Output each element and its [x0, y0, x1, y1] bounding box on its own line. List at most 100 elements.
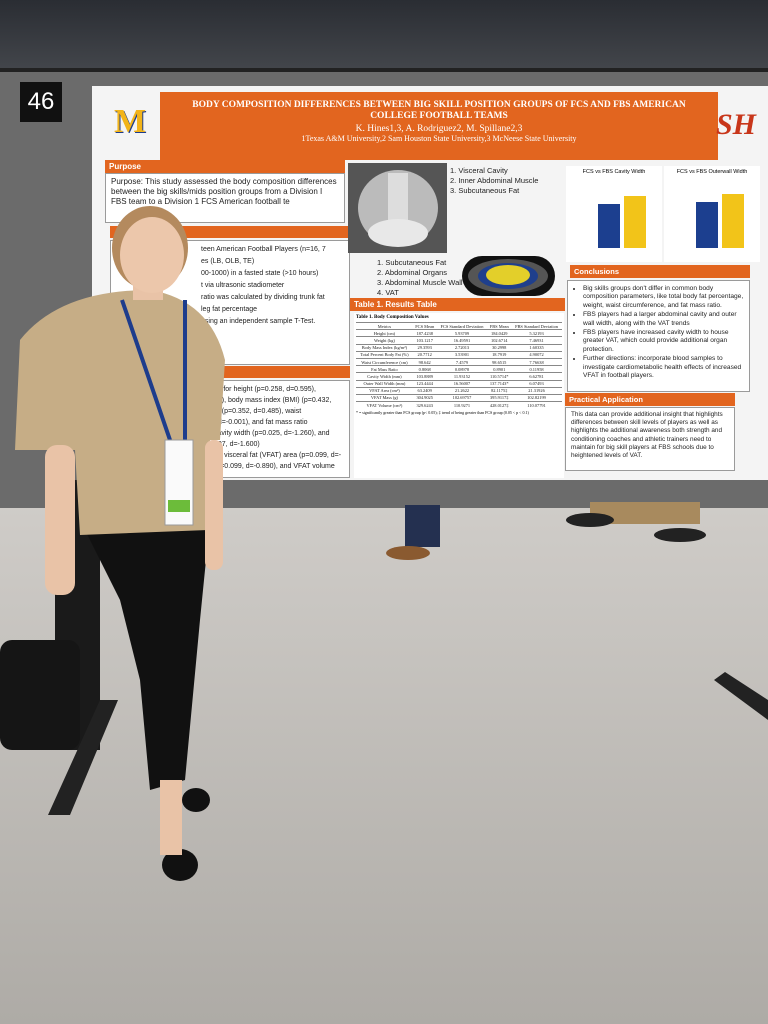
visitor-shoe	[654, 528, 706, 542]
table-cell: 3.53901	[436, 350, 488, 359]
conclusions-box: Big skills groups don't differ in common…	[567, 280, 750, 392]
table-cell: 329.6243	[412, 401, 437, 409]
table-cell: 123.4444	[412, 379, 437, 388]
table-cell: 5.93709	[436, 329, 488, 337]
table-cell: 98.642	[412, 357, 437, 366]
table-cell: 428.0127‡	[487, 401, 512, 409]
results-line: (p=0.099, d=-0.890), and VFAT volume	[214, 463, 335, 470]
table-cell: 7.76638	[511, 357, 562, 366]
table-cell: VFAT Volume (cm³)	[356, 401, 413, 409]
methods-line: using an independent sample T-Test.	[201, 318, 316, 325]
table-cell: 103.1217	[412, 336, 437, 345]
practical-heading: Practical Application	[565, 393, 735, 406]
table-cell: 110.07791	[511, 401, 562, 409]
methods-line: leg fat percentage	[201, 306, 258, 313]
legend-bottom: 1. Subcutaneous Fat 2. Abdominal Organs 3.…	[377, 258, 467, 298]
methods-line: es (LB, OLB, TE)	[201, 258, 255, 265]
methods-line: t via ultrasonic stadiometer	[201, 282, 285, 289]
table-row: Waist Circumference (cm) 98.642 7.4579 98.6…	[356, 357, 562, 366]
table-row: Body Mass Index (kg/m²) 29.3593 2.72013 30.…	[356, 343, 562, 352]
title-band: BODY COMPOSITION DIFFERENCES BETWEEN BIG…	[160, 92, 718, 160]
stand-foot	[714, 672, 768, 720]
table-cell: Weight (kg)	[356, 336, 413, 345]
legend-top: 1. Visceral Cavity 2. Inner Abdominal Mus…	[450, 166, 560, 196]
table-cell: 20.7712	[412, 350, 437, 359]
bar-shape	[624, 196, 646, 248]
table-cell: Fat Mass Ratio	[356, 365, 413, 373]
table-cell: 11.93152	[436, 372, 488, 380]
table-cell: 110.5714*	[487, 372, 512, 380]
practical-text: This data can provide additional insight…	[565, 407, 735, 471]
arm	[205, 440, 223, 570]
column-header: FCS Standard Deviation	[436, 321, 488, 330]
table-cell: 7.4579	[436, 357, 488, 366]
table-cell: 21.31926	[511, 386, 562, 395]
bag	[0, 640, 80, 750]
table-cell: 29.3593	[412, 343, 437, 352]
scan-drawing	[358, 170, 438, 247]
table-header-row: Metrics FCS Mean FCS Standard Deviation FBS…	[356, 321, 562, 330]
legend-item: 3. Subcutaneous Fat	[450, 186, 520, 195]
table-footnote: * = significantly greater than FCS group…	[356, 410, 529, 416]
poster-title: BODY COMPOSITION DIFFERENCES BETWEEN BIG…	[192, 100, 686, 121]
methods-line: 00-1000) in a fasted state (>10 hours)	[201, 270, 319, 277]
table-cell: 137.7143*	[487, 379, 512, 388]
visitor-shoe	[386, 546, 430, 560]
methods-line: ratio was calculated by dividing trunk f…	[201, 294, 325, 301]
legend-item: 1. Subcutaneous Fat	[377, 258, 447, 267]
results-line: es for height (p=0.258, d=0.595),	[214, 386, 316, 393]
legend-item: 2. Inner Abdominal Muscle	[450, 176, 539, 185]
table-cell: VFAT Area (cm²)	[356, 386, 413, 395]
results-line: cavity width (p=0.025, d=-1.260), and	[214, 430, 330, 437]
table-cell: 0.8068	[412, 365, 437, 373]
bar-shape	[598, 204, 620, 248]
table-cell: 16.49591	[436, 336, 488, 345]
table-cell: 18.7919	[487, 350, 512, 359]
column-header: FCS Mean	[412, 321, 437, 330]
table-cell: 187.4238	[412, 329, 437, 337]
affiliations: 1Texas A&M University,2 Sam Houston Stat…	[301, 134, 577, 143]
face	[120, 217, 184, 293]
table-cell: 102.69757	[436, 393, 488, 402]
column-header: FBS Mean	[487, 321, 512, 330]
badge-ribbon	[168, 500, 190, 512]
table-cell: 102.82199	[511, 393, 562, 402]
table-row: Fat Mass Ratio 0.8068 0.08978 0.8901 0.11958	[356, 365, 562, 373]
visitor-shoe	[566, 513, 614, 527]
table-cell: 82.1175‡	[487, 386, 512, 395]
column-header: FBS Standard Deviation	[511, 321, 562, 330]
scan-image	[348, 163, 447, 253]
table-cell: 304.9025	[412, 393, 437, 402]
legend-item: 1. Visceral Cavity	[450, 166, 508, 175]
conclusion-bullet: Further directions: incorporate blood sa…	[583, 355, 744, 380]
table-cell: 0.8901	[487, 365, 512, 373]
chart-cavity: FCS vs FBS Cavity Width	[566, 166, 662, 262]
table-cell: 16.56007	[436, 379, 488, 388]
pants	[80, 520, 210, 790]
stand-foot	[48, 700, 118, 815]
legend-item: 2. Abdominal Organs	[377, 268, 448, 277]
table-cell: 0.11958	[511, 365, 562, 373]
results-line: 007, d=-1.600)	[214, 441, 260, 448]
legend-item: 4. VAT	[377, 288, 399, 297]
results-table: Metrics FCS Mean FCS Standard Deviation FBS…	[356, 321, 562, 409]
bar-shape	[696, 202, 718, 248]
conclusions-heading: Conclusions	[570, 265, 750, 278]
results-line: for visceral fat (VFAT) area (p=0.099, d…	[214, 452, 342, 459]
visitor-legs	[590, 502, 700, 524]
table-row: VFAT Area (cm²) 63.2409 21.2622 82.1175‡ 21.…	[356, 386, 562, 395]
table-cell: 0.08978	[436, 365, 488, 373]
table-row: Height (cm) 187.4238 5.93709 184.0429 5.3219…	[356, 329, 562, 337]
table-cell: 2.72013	[436, 343, 488, 352]
column-header: Metrics	[356, 321, 413, 330]
table-box: Table 1. Body Composition Values Metrics…	[354, 313, 564, 478]
table-cell: 184.0429	[487, 329, 512, 337]
arm	[45, 445, 75, 595]
table-heading: Table 1. Results Table	[350, 298, 565, 311]
table-cell: 102.6714	[487, 336, 512, 345]
table-row: Weight (kg) 103.1217 16.49591 102.6714 7.469…	[356, 336, 562, 345]
table-cell: 110.9271	[436, 401, 488, 409]
table-row: Cavity Width (mm) 103.8889 11.93152 110.571…	[356, 372, 562, 380]
right-logo: SH	[716, 108, 757, 141]
